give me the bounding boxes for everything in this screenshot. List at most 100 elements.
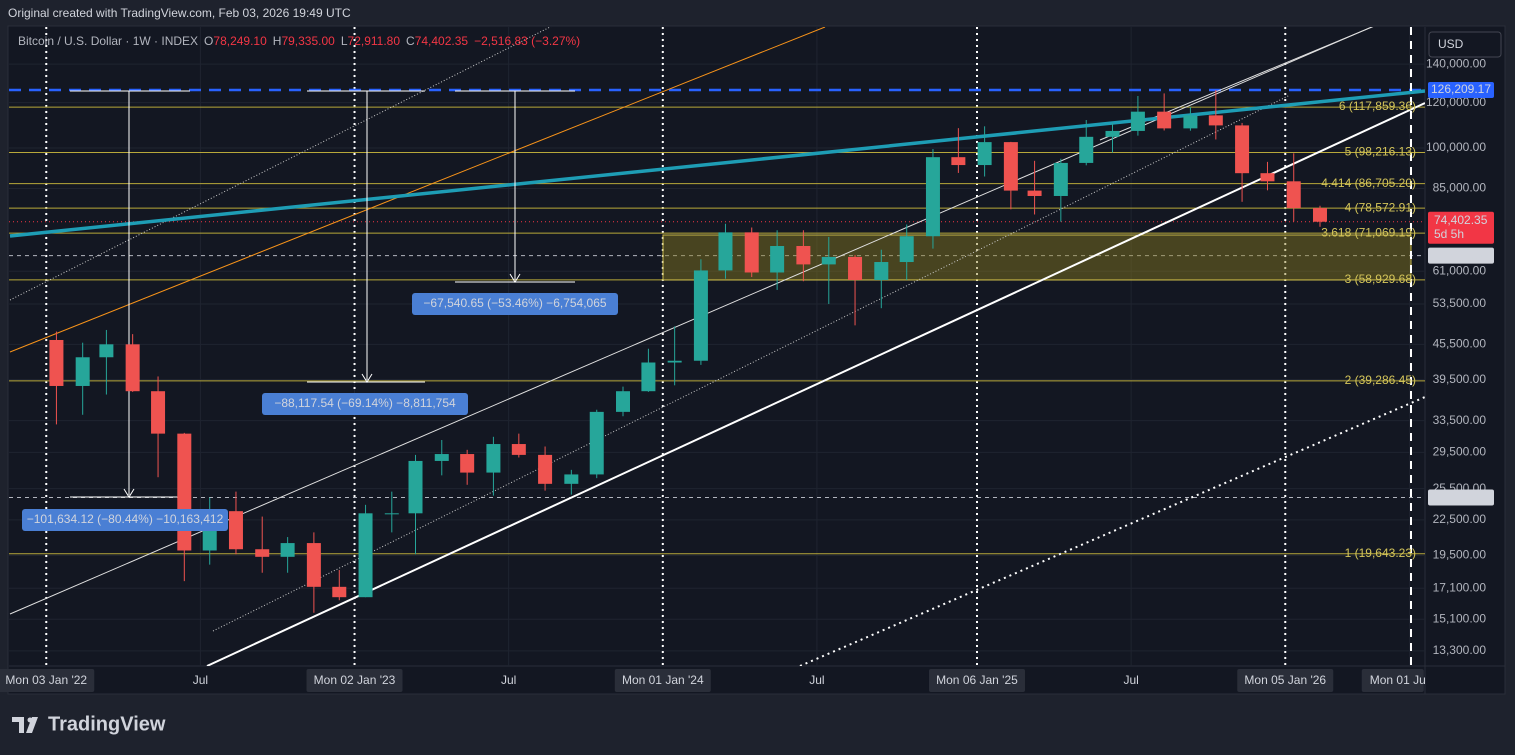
y-tick-label: 39,500.00 <box>1433 372 1487 386</box>
level-label: 5 (98,216.13) <box>1345 145 1416 159</box>
candle-body <box>1079 136 1094 163</box>
candle-body <box>667 360 682 363</box>
symbol: Bitcoin / U.S. Dollar · 1W · INDEX <box>18 34 198 48</box>
candle-body <box>460 454 475 473</box>
price-label-box <box>1428 489 1494 506</box>
candle-body <box>1105 130 1120 137</box>
y-tick-label: 140,000.00 <box>1426 56 1486 70</box>
legend: Bitcoin / U.S. Dollar · 1W · INDEX O78,24… <box>18 34 580 48</box>
measurement-arrows <box>70 90 575 498</box>
y-tick-label: 120,000.00 <box>1426 95 1486 109</box>
candle-body <box>408 460 423 514</box>
candle-body <box>821 256 836 265</box>
channel-line <box>212 94 1291 632</box>
trend-line <box>9 27 552 301</box>
candle-body <box>1053 162 1068 196</box>
price-label: 126,209.17 <box>1431 82 1491 96</box>
candle-body <box>1208 115 1223 126</box>
measurement-box <box>412 293 618 315</box>
level-label: 3.618 (71,069.19) <box>1321 225 1416 239</box>
trend-line <box>9 27 826 353</box>
candle-body <box>1027 190 1042 196</box>
price-label: 64,937.60 <box>1434 248 1488 262</box>
candle-body <box>848 256 863 280</box>
legend-key: C <box>406 34 415 48</box>
candle-body <box>332 586 347 598</box>
currency[interactable]: USD <box>1438 37 1464 51</box>
measurement-label: −88,117.54 (−69.14%) −8,811,754 <box>274 396 456 410</box>
x-tick-label: Mon 06 Jan '25 <box>936 673 1018 687</box>
candle-body <box>899 236 914 263</box>
candle-body <box>228 511 243 550</box>
candle-body <box>177 433 192 551</box>
y-tick-label: 13,300.00 <box>1433 643 1487 657</box>
currency-button[interactable] <box>1428 31 1502 58</box>
level-label: 6 (117,859.36) <box>1339 99 1416 113</box>
channel-line <box>9 27 1373 615</box>
price-label-box <box>1428 247 1494 264</box>
legend-value: 74,402.35 <box>415 34 469 48</box>
candle-body <box>280 543 295 557</box>
candle-body <box>358 513 373 598</box>
zone <box>662 234 1412 281</box>
x-tick-box <box>928 669 1025 692</box>
candle-body <box>589 411 604 475</box>
y-tick-label: 15,100.00 <box>1433 611 1487 625</box>
channel-line <box>206 102 1425 666</box>
measurement-label: −101,634.12 (−80.44%) −10,163,412 <box>27 512 224 526</box>
x-tick-label: Mon 02 Jan '23 <box>314 673 396 687</box>
x-tick-label: Mon 01 Jan '24 <box>622 673 704 687</box>
level-label: 4.414 (86,705.20) <box>1321 176 1416 190</box>
caption: Original created with TradingView.com, F… <box>8 6 351 20</box>
candle-body <box>75 357 90 386</box>
candle-body <box>125 344 140 392</box>
x-tick-label: Jul <box>193 673 208 687</box>
x-tick-label: Mon 05 Jan '26 <box>1244 673 1326 687</box>
x-tick-label: Jul <box>1123 673 1138 687</box>
y-tick-label: 33,500.00 <box>1433 413 1487 427</box>
candle-body <box>1003 142 1018 191</box>
legend-value: 72,911.80 <box>348 34 401 48</box>
candle-body <box>1312 208 1327 222</box>
level-label: 4 (78,572.91) <box>1345 200 1416 214</box>
legend-key: H <box>273 34 282 48</box>
y-tick-label: 61,000.00 <box>1433 263 1487 277</box>
candle-body <box>1235 125 1250 174</box>
x-tick-label: Mon 03 Jan '22 <box>5 673 87 687</box>
x-tick-box <box>306 669 403 692</box>
candle-body <box>925 157 940 237</box>
level-label: 3 (58,929.68) <box>1345 272 1416 286</box>
candle-body <box>874 262 889 280</box>
legend-change: −2,516.83 (−3.27%) <box>474 34 580 48</box>
candle-body <box>486 444 501 473</box>
candle-body <box>564 474 579 484</box>
candle-body <box>538 454 553 484</box>
candle-body <box>255 549 270 557</box>
legend-key: O <box>204 34 213 48</box>
last-price-label: 74,402.35 <box>1434 213 1488 227</box>
price-label-box <box>1428 82 1494 99</box>
candle-body <box>49 339 64 386</box>
candle-body <box>744 232 759 273</box>
level-label: 2 (39,286.45) <box>1345 373 1416 387</box>
x-tick-box <box>0 669 95 692</box>
overlays: Bitcoin / U.S. Dollar · 1W · INDEX O78,24… <box>0 34 1494 692</box>
candle-body <box>1130 111 1145 131</box>
logo <box>12 717 38 733</box>
candle-body <box>796 246 811 265</box>
candle-body <box>977 142 992 166</box>
candle-body <box>770 246 785 273</box>
y-tick-label: 17,100.00 <box>1433 580 1487 594</box>
grid <box>9 27 1425 666</box>
measurement-box <box>22 509 228 531</box>
candle-body <box>511 444 526 455</box>
legend-key: L <box>341 34 348 48</box>
measurement-label: −67,540.65 (−53.46%) −6,754,065 <box>423 296 606 310</box>
candle-body <box>951 157 966 166</box>
trend-line <box>9 89 1425 238</box>
legend-value: 79,335.00 <box>281 34 335 48</box>
y-tick-label: 53,500.00 <box>1433 296 1487 310</box>
y-tick-label: 100,000.00 <box>1426 140 1486 154</box>
measurement-box <box>262 393 468 415</box>
